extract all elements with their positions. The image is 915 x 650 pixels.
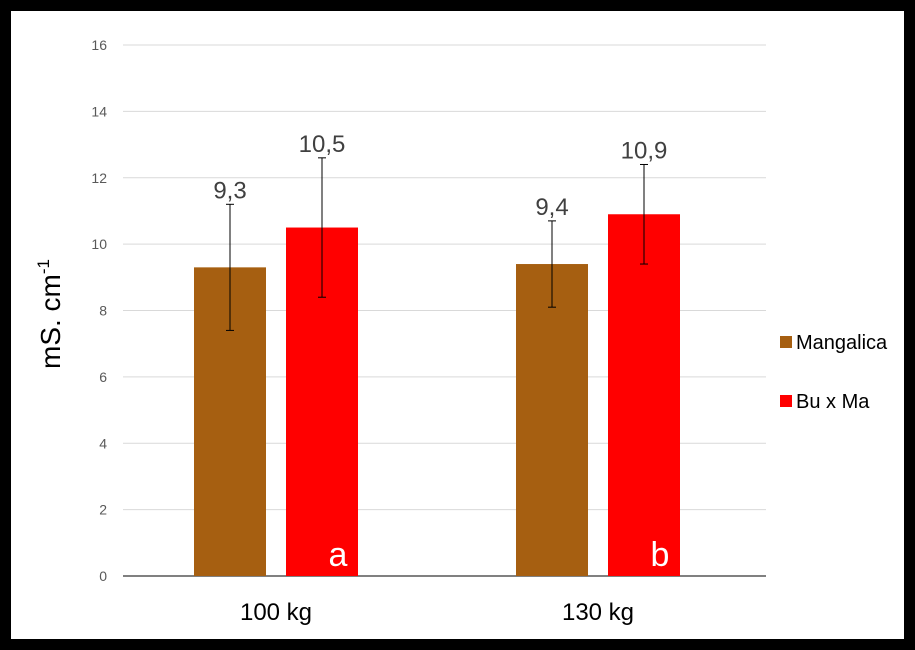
y-tick-label: 12 xyxy=(91,170,107,186)
data-label: 9,3 xyxy=(213,177,246,204)
data-label: 9,4 xyxy=(535,194,568,221)
y-tick-label: 14 xyxy=(91,103,107,119)
legend-label: Mangalica xyxy=(796,332,888,354)
labels: 0 2 4 6 8 10 12 14 16 9,3 10,5 a 100 kg 9,4 10,9 b 130 k… xyxy=(91,37,669,626)
bar-mangalica-2 xyxy=(516,264,588,576)
bar-bu-x-ma-2 xyxy=(608,214,680,576)
legend-swatch xyxy=(780,395,792,407)
y-tick-label: 0 xyxy=(99,568,107,584)
significance-letter: b xyxy=(651,536,670,574)
data-label: 10,5 xyxy=(299,131,346,158)
significance-letter: a xyxy=(329,536,348,574)
legend-swatch xyxy=(780,336,792,348)
y-tick-label: 10 xyxy=(91,236,107,252)
y-tick-label: 4 xyxy=(99,435,107,451)
data-label: 10,9 xyxy=(621,137,668,164)
y-tick-label: 16 xyxy=(91,37,107,53)
bar-chart: 0 2 4 6 8 10 12 14 16 9,3 10,5 a 100 kg 9,4 10,9 b 130 k… xyxy=(34,37,888,626)
chart-frame: 0 2 4 6 8 10 12 14 16 9,3 10,5 a 100 kg 9,4 10,9 b 130 k… xyxy=(11,11,904,639)
y-axis-label: mS. cm-1 xyxy=(34,259,66,369)
x-category-label: 100 kg xyxy=(240,599,312,626)
y-tick-label: 8 xyxy=(99,303,107,319)
legend-label: Bu x Ma xyxy=(796,391,870,413)
legend: Mangalica Bu x Ma xyxy=(780,332,888,413)
y-tick-label: 6 xyxy=(99,369,107,385)
y-tick-label: 2 xyxy=(99,502,107,518)
bars xyxy=(194,157,680,576)
x-category-label: 130 kg xyxy=(562,599,634,626)
